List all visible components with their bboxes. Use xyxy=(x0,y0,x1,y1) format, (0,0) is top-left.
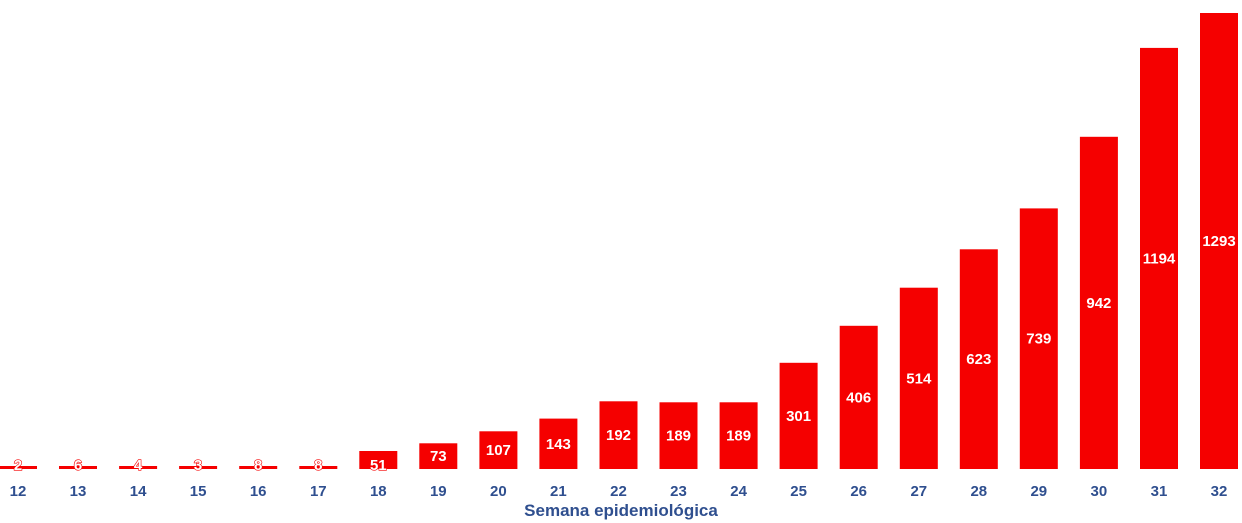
data-label-week-16: 8 xyxy=(254,457,262,474)
bar-week-30 xyxy=(1079,136,1118,470)
data-label-week-23: 189 xyxy=(666,428,691,445)
x-tick-label-30: 30 xyxy=(1091,483,1108,500)
x-tick-label-17: 17 xyxy=(310,483,327,500)
bar-week-31 xyxy=(1140,47,1178,470)
x-tick-label-31: 31 xyxy=(1151,483,1168,500)
bar-week-21 xyxy=(539,418,578,469)
bar-week-19 xyxy=(419,443,458,469)
data-label-week-31: 1194 xyxy=(1143,251,1176,268)
bar-week-27 xyxy=(899,287,938,469)
data-label-week-29: 739 xyxy=(1026,331,1051,348)
data-label-week-12: 2 xyxy=(14,457,22,474)
data-label-week-25: 301 xyxy=(786,408,811,425)
bar-week-23 xyxy=(659,402,698,469)
x-tick-label-16: 16 xyxy=(250,483,267,500)
x-tick-label-14: 14 xyxy=(130,483,147,500)
x-tick-label-25: 25 xyxy=(790,483,807,500)
x-tick-label-21: 21 xyxy=(550,483,567,500)
bar-week-22 xyxy=(599,401,638,469)
x-tick-label-12: 12 xyxy=(10,483,27,500)
bar-week-16 xyxy=(239,466,278,469)
bar-week-15 xyxy=(179,466,218,469)
data-label-week-32: 1293 xyxy=(1202,233,1235,250)
bar-week-24 xyxy=(719,402,758,469)
bar-week-14 xyxy=(119,466,158,469)
data-label-week-18: 51 xyxy=(370,457,387,474)
data-label-week-14: 4 xyxy=(134,457,143,474)
bar-week-29 xyxy=(1019,208,1058,469)
data-label-week-28: 623 xyxy=(966,351,991,368)
x-axis-title: Semana epidemiológica xyxy=(524,501,718,520)
x-tick-labels-group: 12 13 14 15 16 17 18 19 20 21 22 23 24 25 26 27 28 29 30 31… xyxy=(10,483,1228,500)
x-tick-label-18: 18 xyxy=(370,483,387,500)
data-label-week-20: 107 xyxy=(486,442,511,459)
x-tick-label-32: 32 xyxy=(1211,483,1228,500)
bar-week-32 xyxy=(1200,13,1238,469)
bar-week-25 xyxy=(779,362,818,469)
x-tick-label-24: 24 xyxy=(730,483,747,500)
data-label-week-26: 406 xyxy=(846,389,871,406)
x-tick-label-13: 13 xyxy=(70,483,87,500)
bar-week-12 xyxy=(0,466,37,469)
data-label-week-19: 73 xyxy=(430,448,447,465)
x-tick-label-19: 19 xyxy=(430,483,447,500)
data-label-week-15: 3 xyxy=(194,457,202,474)
x-tick-label-29: 29 xyxy=(1030,483,1047,500)
bar-week-26 xyxy=(839,325,878,469)
x-tick-label-28: 28 xyxy=(970,483,987,500)
data-label-week-27: 514 xyxy=(906,370,932,387)
bar-week-17 xyxy=(299,466,338,469)
data-label-week-21: 143 xyxy=(546,436,571,453)
data-label-week-30: 942 xyxy=(1086,295,1111,312)
x-tick-label-22: 22 xyxy=(610,483,627,500)
data-label-week-13: 6 xyxy=(74,457,82,474)
bar-week-13 xyxy=(59,466,97,469)
bar-week-28 xyxy=(959,249,998,469)
x-tick-label-20: 20 xyxy=(490,483,507,500)
data-label-week-17: 8 xyxy=(314,457,322,474)
x-tick-label-23: 23 xyxy=(670,483,687,500)
data-label-week-22: 192 xyxy=(606,427,631,444)
bars-group xyxy=(0,13,1238,470)
x-tick-label-26: 26 xyxy=(850,483,867,500)
data-label-week-24: 189 xyxy=(726,428,751,445)
bar-week-18 xyxy=(359,451,398,469)
x-tick-label-27: 27 xyxy=(910,483,927,500)
x-tick-label-15: 15 xyxy=(190,483,207,500)
data-labels-group: 2 6 4 3 8 8 51 73 107 143 192 189 189 301 406 514 623 739… xyxy=(13,233,1235,475)
bar-week-20 xyxy=(479,431,518,469)
